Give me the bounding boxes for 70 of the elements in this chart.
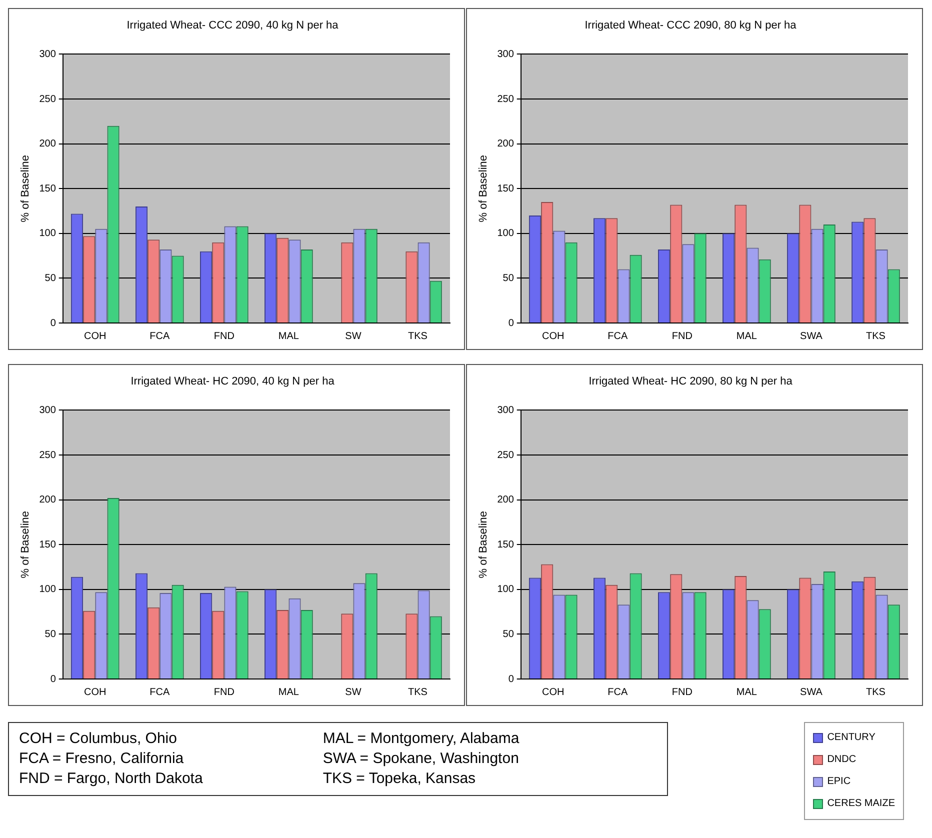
x-tick-label: FND (672, 686, 692, 698)
y-tick-label: 300 (39, 404, 56, 416)
chart-title: Irrigated Wheat- CCC 2090, 40 kg N per ha (126, 20, 340, 32)
y-tick-label: 300 (497, 48, 514, 60)
x-tick-label: TKS (866, 686, 886, 698)
y-tick-label: 250 (497, 450, 514, 461)
x-tick-label: FCA (150, 686, 170, 698)
y-axis-title: % of Baseline (20, 154, 32, 222)
text: TKS = Topeka, Kansas (322, 769, 477, 789)
y-tick-label: 50 (502, 628, 514, 640)
x-tick-label: SWA (800, 686, 823, 698)
y-tick-label: 300 (497, 404, 514, 416)
y-tick-label: 250 (497, 94, 514, 105)
text: SWA = Spokane, Washington (322, 749, 520, 769)
chart-title: Irrigated Wheat- CCC 2090, 80 kg N per ha (584, 20, 798, 32)
x-tick-label: MAL (736, 330, 758, 342)
y-tick-label: 200 (497, 138, 514, 150)
x-tick-label: COH (84, 330, 106, 342)
y-axis-title: % of Baseline (478, 154, 490, 222)
x-tick-label: FCA (608, 686, 628, 698)
y-tick-label: 100 (39, 584, 56, 596)
y-tick-label: 50 (44, 628, 56, 640)
y-tick-label: 50 (502, 272, 514, 284)
y-tick-label: 0 (50, 674, 56, 685)
x-tick-label: FCA (608, 330, 628, 342)
legend-label: EPIC (827, 775, 851, 789)
text: MAL = Montgomery, Alabama (322, 729, 520, 749)
legend-label: CERES MAIZE (827, 797, 895, 811)
y-tick-label: 200 (39, 138, 56, 150)
x-tick-label: TKS (408, 686, 428, 698)
x-tick-label: SWA (800, 330, 823, 342)
x-tick-label: FND (672, 330, 692, 342)
y-tick-label: 150 (497, 539, 514, 550)
y-tick-label: 300 (39, 48, 56, 60)
chart-title: Irrigated Wheat- HC 2090, 40 kg N per ha (130, 376, 336, 388)
text: FCA = Fresno, California (19, 749, 185, 769)
y-tick-label: 100 (497, 584, 514, 596)
x-tick-label: FND (214, 686, 234, 698)
y-axis-title: % of Baseline (478, 510, 490, 578)
legend-label: DNDC (827, 753, 856, 767)
x-tick-label: SW (345, 686, 362, 698)
x-tick-label: TKS (408, 330, 428, 342)
x-tick-label: MAL (278, 330, 300, 342)
y-tick-label: 150 (39, 539, 56, 550)
chart-title: Irrigated Wheat- HC 2090, 80 kg N per ha (588, 376, 794, 388)
y-tick-label: 250 (39, 94, 56, 105)
legend-label: CENTURY (827, 731, 876, 745)
x-tick-label: MAL (736, 686, 758, 698)
text: FND = Fargo, North Dakota (19, 769, 203, 789)
x-tick-label: SW (345, 330, 362, 342)
y-tick-label: 200 (39, 494, 56, 506)
y-tick-label: 250 (39, 450, 56, 461)
y-tick-label: 200 (497, 494, 514, 506)
x-tick-label: TKS (866, 330, 886, 342)
text: COH = Columbus, Ohio (19, 729, 178, 749)
x-tick-label: FND (214, 330, 234, 342)
y-axis-title: % of Baseline (20, 510, 32, 578)
y-tick-label: 0 (508, 674, 514, 685)
x-tick-label: COH (542, 686, 564, 698)
x-tick-label: COH (542, 330, 564, 342)
y-tick-label: 100 (497, 228, 514, 240)
y-tick-label: 0 (508, 318, 514, 329)
y-tick-label: 150 (497, 183, 514, 194)
y-tick-label: 100 (39, 228, 56, 240)
x-tick-label: MAL (278, 686, 300, 698)
y-tick-label: 50 (44, 272, 56, 284)
x-tick-label: COH (84, 686, 106, 698)
x-tick-label: FCA (150, 330, 170, 342)
y-tick-label: 0 (50, 318, 56, 329)
y-tick-label: 150 (39, 183, 56, 194)
